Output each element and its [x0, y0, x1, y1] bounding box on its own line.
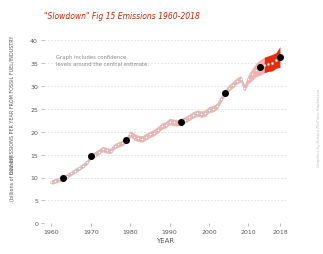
Point: [250, 73, 255, 77]
Point: [84, 161, 89, 165]
Point: [155, 128, 161, 132]
Point: [77, 167, 82, 171]
Text: (billions of tonnes): (billions of tonnes): [10, 155, 15, 200]
Point: [258, 66, 263, 70]
Point: [131, 135, 137, 139]
Point: [203, 112, 208, 116]
Point: [88, 155, 93, 159]
Point: [262, 64, 267, 68]
Point: [112, 145, 117, 149]
Point: [104, 149, 109, 153]
Point: [274, 59, 279, 63]
Point: [140, 137, 145, 141]
Point: [167, 120, 172, 124]
Point: [199, 113, 204, 117]
Text: Graphics by Kristen McClave Raphasson: Graphics by Kristen McClave Raphasson: [318, 88, 321, 166]
Point: [53, 179, 58, 183]
Point: [222, 91, 227, 95]
X-axis label: YEAR: YEAR: [156, 237, 174, 243]
Point: [73, 169, 78, 173]
Point: [175, 121, 180, 125]
Point: [124, 138, 129, 142]
Point: [277, 56, 283, 60]
Point: [100, 147, 105, 151]
Point: [254, 68, 259, 72]
Point: [269, 61, 275, 66]
Point: [179, 120, 184, 124]
Point: [57, 178, 62, 182]
Point: [120, 141, 125, 146]
Point: [242, 87, 247, 91]
Text: "Slowdown" Fig 15 Emissions 1960-2018: "Slowdown" Fig 15 Emissions 1960-2018: [44, 12, 200, 21]
Point: [96, 150, 101, 154]
Point: [136, 137, 141, 141]
Point: [163, 123, 168, 127]
Point: [171, 121, 176, 125]
Point: [226, 87, 231, 91]
Point: [61, 176, 66, 180]
Point: [262, 64, 267, 68]
Text: CO2 EMISSIONS PER YEAR FROM FOSSIL FUEL/INDUSTRY: CO2 EMISSIONS PER YEAR FROM FOSSIL FUEL/…: [10, 36, 15, 173]
Point: [258, 66, 263, 70]
Point: [128, 132, 133, 136]
Point: [214, 105, 220, 109]
Point: [183, 118, 188, 122]
Point: [61, 176, 66, 180]
Point: [88, 155, 93, 159]
Point: [92, 153, 98, 157]
Point: [179, 120, 184, 124]
Point: [222, 91, 227, 95]
Point: [108, 149, 113, 153]
Point: [187, 116, 192, 120]
Point: [206, 108, 212, 112]
Point: [195, 112, 200, 116]
Point: [49, 180, 54, 184]
Point: [68, 172, 74, 176]
Point: [246, 77, 251, 82]
Point: [116, 143, 121, 147]
Point: [230, 83, 235, 87]
Point: [143, 135, 149, 139]
Point: [210, 107, 215, 111]
Point: [151, 131, 156, 135]
Point: [277, 56, 283, 60]
Point: [65, 174, 70, 178]
Point: [234, 80, 239, 84]
Point: [80, 164, 86, 168]
Point: [159, 124, 164, 129]
Point: [238, 77, 243, 82]
Text: Graph includes confidence
levels around the central estimate.: Graph includes confidence levels around …: [56, 55, 149, 67]
Point: [124, 138, 129, 142]
Point: [218, 98, 224, 102]
Point: [266, 62, 271, 67]
Point: [147, 133, 152, 137]
Point: [191, 113, 196, 117]
